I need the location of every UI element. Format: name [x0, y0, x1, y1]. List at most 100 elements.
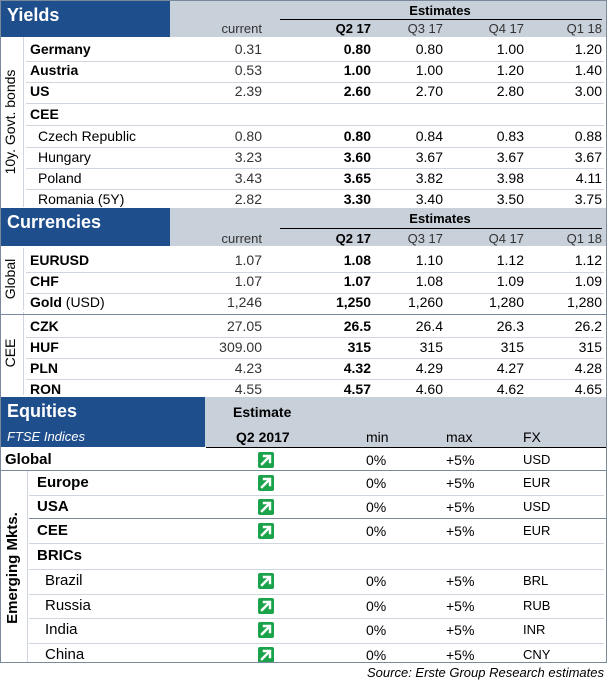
- yields-value: 3.00: [574, 83, 602, 99]
- yields-value: 4.11: [575, 170, 602, 186]
- equities-fx-value: RUB: [523, 597, 551, 613]
- equities-min-value: 0%: [366, 573, 387, 589]
- currencies-value: 4.65: [574, 381, 602, 397]
- yields-col-header: Q1 18: [566, 21, 602, 36]
- currencies-row-divider: [26, 379, 604, 380]
- currencies-global-label: Global: [2, 258, 18, 300]
- yields-value: 3.67: [496, 149, 524, 165]
- yields-value: 0.80: [343, 41, 371, 57]
- yields-value: 3.75: [574, 191, 602, 207]
- equities-max-value: +5%: [446, 597, 475, 614]
- source-note: Source: Erste Group Research estimates: [367, 665, 604, 680]
- equities-header-bar: [205, 397, 607, 447]
- up-right-arrow-icon: [258, 622, 274, 638]
- currencies-value: 4.62: [496, 381, 524, 397]
- currencies-value: 4.55: [234, 381, 262, 397]
- currencies-row-name: CHF: [30, 273, 59, 289]
- currencies-value: 26.5: [343, 318, 371, 334]
- equities-row-name: India: [45, 621, 78, 638]
- equities-max-value: +5%: [446, 475, 475, 491]
- yields-row-name: US: [30, 83, 50, 99]
- yields-value: 0.31: [234, 41, 262, 57]
- currencies-row-name: HUF: [30, 339, 59, 355]
- yields-value: 1.20: [574, 41, 602, 57]
- equities-estimate-label: Estimate: [233, 404, 292, 420]
- currencies-value: 1.07: [343, 273, 371, 289]
- currencies-value: 1,280: [488, 294, 524, 310]
- equities-min-value: 0%: [366, 523, 387, 539]
- currencies-value: 1.12: [574, 252, 602, 268]
- currencies-value: 26.3: [496, 318, 524, 334]
- currencies-value: 4.57: [343, 381, 371, 397]
- yields-value: 2.82: [234, 191, 262, 207]
- yields-value: 3.60: [343, 149, 371, 165]
- currencies-row-name: RON: [30, 381, 62, 397]
- equities-row-name: USA: [37, 498, 69, 515]
- equities-max-value: +5%: [446, 573, 475, 589]
- currencies-value: 315: [419, 339, 443, 355]
- equities-group-divider: [0, 470, 607, 471]
- currencies-value: 27.05: [226, 318, 262, 334]
- currencies-value: 309.00: [219, 339, 262, 355]
- yields-value: 2.60: [343, 83, 371, 99]
- currencies-global-strip: [0, 248, 24, 310]
- currencies-col-header: current: [221, 231, 262, 246]
- yields-value: 2.39: [234, 83, 262, 99]
- currencies-value: 1.08: [343, 252, 371, 268]
- equities-max-value: +5%: [446, 452, 475, 468]
- currencies-value: 26.2: [574, 318, 602, 334]
- currencies-row-divider: [26, 272, 604, 273]
- yields-value: 0.53: [234, 62, 262, 78]
- yields-col-header: Q3 17: [407, 21, 443, 36]
- currencies-value: 315: [500, 339, 524, 355]
- yields-row-divider: [26, 125, 604, 126]
- currencies-group-divider: [0, 314, 607, 315]
- currencies-col-header: Q2 17: [335, 231, 371, 246]
- up-right-arrow-icon: [258, 475, 274, 491]
- currencies-value: 1,260: [407, 294, 443, 310]
- yields-header-bar: [170, 0, 607, 37]
- equities-em-strip: [0, 471, 28, 663]
- equities-row-name: Russia: [45, 596, 91, 614]
- equities-row-name: Europe: [37, 474, 89, 491]
- equities-em-side-label: Emerging Mkts.: [4, 512, 21, 624]
- yields-row-name: Czech Republic: [38, 128, 137, 144]
- currencies-value: 4.23: [234, 360, 262, 376]
- currencies-value: 315: [347, 339, 371, 355]
- yields-value: 3.67: [574, 149, 602, 165]
- equities-title-bar: [0, 397, 205, 447]
- yields-value: 3.40: [415, 191, 443, 207]
- currencies-row-name: Gold (USD): [30, 294, 105, 310]
- yields-row-divider: [26, 61, 604, 62]
- equities-fx-value: INR: [523, 622, 546, 637]
- up-right-arrow-icon: [258, 597, 274, 614]
- up-right-arrow-icon: [258, 452, 274, 468]
- yields-value: 0.80: [234, 128, 262, 144]
- yields-value: 0.84: [415, 128, 443, 144]
- equities-row-divider: [29, 593, 604, 595]
- currencies-value: 4.28: [574, 360, 602, 376]
- yields-value: 0.80: [415, 41, 443, 57]
- equities-min-label: min: [366, 429, 389, 445]
- currencies-title: Currencies: [7, 212, 102, 232]
- equities-row-name: BRICs: [37, 547, 83, 564]
- equities-max-value: +5%: [446, 499, 475, 515]
- equities-row-name: China: [45, 645, 85, 663]
- yields-side-strip: [0, 37, 24, 207]
- yields-col-header: Q4 17: [488, 21, 524, 36]
- equities-row-name: CEE: [37, 522, 68, 539]
- equities-fx-value: EUR: [523, 523, 551, 538]
- equities-fx-value: EUR: [523, 475, 551, 490]
- equities-max-value: +5%: [446, 646, 475, 663]
- currencies-value: 1.12: [496, 252, 524, 268]
- yields-row-name: Austria: [30, 62, 79, 78]
- equities-row-divider: [29, 618, 604, 619]
- currencies-value: 4.60: [415, 381, 443, 397]
- equities-title: Equities: [7, 401, 78, 421]
- yields-value: 2.70: [415, 83, 443, 99]
- currencies-cee-strip: [0, 312, 24, 395]
- up-right-arrow-icon: [258, 499, 274, 515]
- yields-value: 3.65: [343, 170, 371, 186]
- currencies-value: 4.29: [415, 360, 443, 376]
- up-right-arrow-icon: [258, 646, 274, 663]
